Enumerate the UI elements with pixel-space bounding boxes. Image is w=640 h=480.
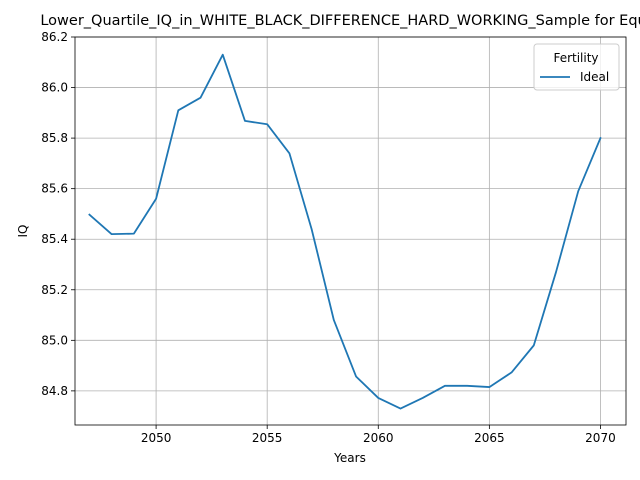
legend-title: Fertility (553, 51, 598, 65)
y-tick-label: 85.2 (41, 283, 68, 297)
y-tick-label: 85.8 (41, 131, 68, 145)
y-tick-label: 86.2 (41, 30, 68, 44)
x-axis: 2050 2055 2060 2065 2070 (141, 425, 616, 445)
x-tick-label: 2055 (252, 431, 283, 445)
y-tick-label: 85.4 (41, 232, 68, 246)
grid (75, 37, 626, 425)
x-tick-label: 2050 (141, 431, 172, 445)
y-tick-label: 86.0 (41, 81, 68, 95)
y-axis-label: IQ (16, 225, 30, 238)
plot-area (75, 37, 626, 425)
series-layer (89, 55, 600, 409)
x-tick-label: 2070 (585, 431, 616, 445)
legend-label-ideal: Ideal (580, 70, 609, 84)
y-tick-label: 84.8 (41, 384, 68, 398)
y-tick-label: 85.6 (41, 182, 68, 196)
x-tick-label: 2065 (474, 431, 505, 445)
series-line-ideal (89, 55, 600, 409)
chart-title: Lower_Quartile_IQ_in_WHITE_BLACK_DIFFERE… (40, 13, 640, 29)
y-tick-label: 85.0 (41, 333, 68, 347)
legend: Fertility Ideal (534, 44, 619, 90)
y-axis: 84.8 85.0 85.2 85.4 85.6 85.8 86.0 86.2 (41, 30, 75, 398)
x-tick-label: 2060 (363, 431, 394, 445)
x-axis-label: Years (333, 451, 366, 465)
